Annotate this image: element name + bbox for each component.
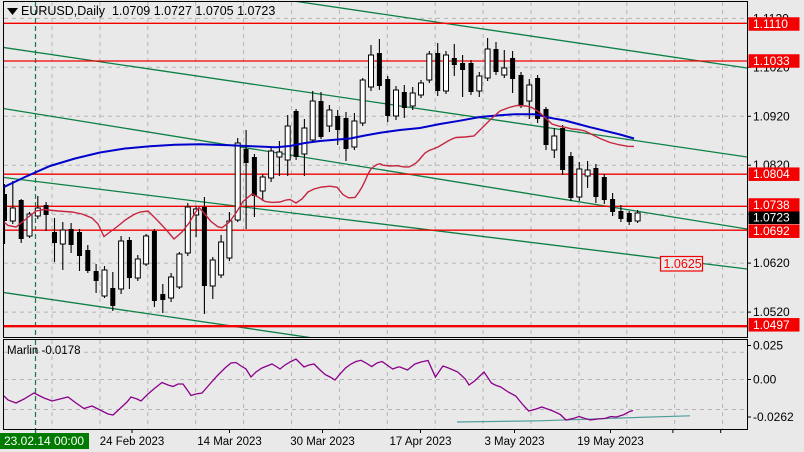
svg-text:19 May 2023: 19 May 2023 [577,436,644,448]
svg-text:1.0804: 1.0804 [753,167,790,181]
svg-text:30 Mar 2023: 30 Mar 2023 [290,436,355,448]
svg-text:14 Mar 2023: 14 Mar 2023 [197,436,262,448]
svg-text:1.0920: 1.0920 [753,109,790,123]
svg-text:1.0723: 1.0723 [753,210,790,224]
svg-text:1.1033: 1.1033 [753,54,790,68]
svg-text:17 Apr 2023: 17 Apr 2023 [389,436,451,448]
svg-text:24 Feb 2023: 24 Feb 2023 [100,436,165,448]
svg-text:Marlin -0.0178: Marlin -0.0178 [7,345,81,357]
svg-text:1.0620: 1.0620 [753,256,790,270]
svg-text:0.00: 0.00 [753,373,777,387]
svg-text:1.0520: 1.0520 [753,305,790,319]
svg-text:23.02.14 00:00: 23.02.14 00:00 [4,434,84,448]
svg-text:3 May 2023: 3 May 2023 [484,436,544,448]
svg-text:1.1110: 1.1110 [753,17,788,31]
svg-text:1.0692: 1.0692 [753,224,790,238]
svg-text:1.0625: 1.0625 [664,257,702,271]
svg-text:1.0738: 1.0738 [753,198,790,212]
svg-text:1.0497: 1.0497 [753,318,790,332]
svg-text:-0.0262: -0.0262 [753,410,794,424]
svg-text:0.025: 0.025 [753,339,783,353]
svg-text:EURUSD,Daily 1.0709 1.0727 1.: EURUSD,Daily 1.0709 1.0727 1.0705 1.0723 [21,4,275,18]
